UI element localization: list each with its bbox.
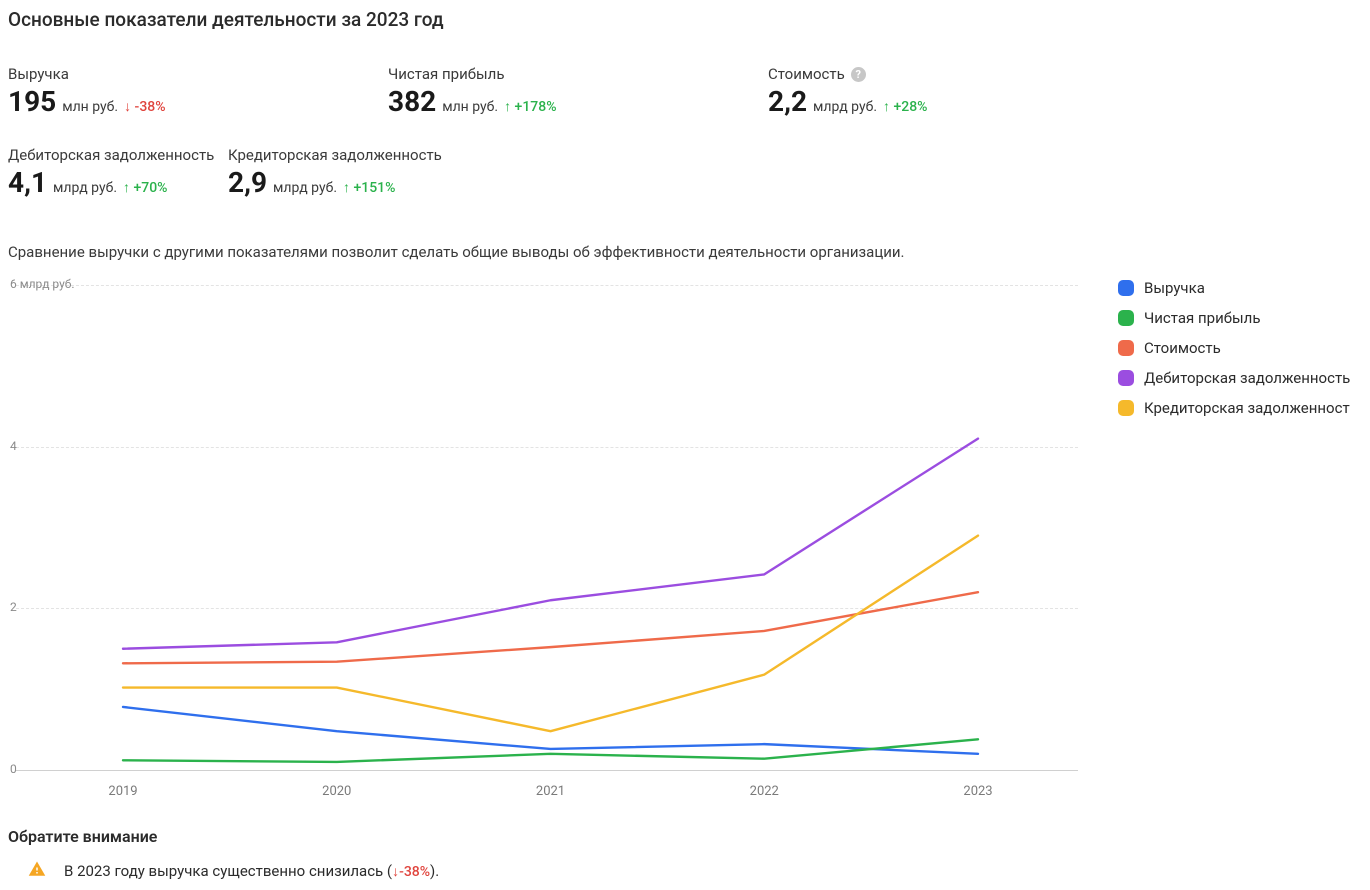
page-title: Основные показатели деятельности за 2023…	[8, 8, 1362, 31]
series-line	[123, 592, 978, 663]
kpi-label: Стоимость?	[768, 65, 1148, 83]
kpi-card: Выручка 195 млн руб. ↓ -38%	[8, 65, 388, 118]
chart-svg	[8, 275, 1078, 805]
attention-text: В 2023 году выручка существенно снизилас…	[64, 862, 439, 880]
kpi-label: Кредиторская задолженность	[228, 146, 608, 164]
kpi-card: Дебиторская задолженность 4,1 млрд руб. ↑ +…	[8, 146, 228, 199]
kpi-card: Кредиторская задолженность 2,9 млрд руб. ↑ …	[228, 146, 608, 199]
kpi-delta: ↑ +70%	[123, 179, 167, 196]
attention-item: В 2023 году выручка существенно снизилас…	[8, 860, 1362, 882]
kpi-label: Дебиторская задолженность	[8, 146, 228, 164]
kpi-value: 2,9	[228, 166, 267, 199]
legend-item[interactable]: Стоимость	[1118, 339, 1350, 357]
kpi-value: 4,1	[8, 166, 47, 199]
chart-section: 0246 млрд руб.20192020202120222023 Выруч…	[8, 275, 1362, 805]
legend-item[interactable]: Дебиторская задолженность	[1118, 369, 1350, 387]
legend-label: Чистая прибыль	[1144, 309, 1260, 327]
legend-label: Выручка	[1144, 279, 1205, 297]
kpi-grid: Выручка 195 млн руб. ↓ -38% Чистая прибыль 38…	[8, 65, 1362, 227]
line-chart: 0246 млрд руб.20192020202120222023	[8, 275, 1078, 805]
legend-label: Стоимость	[1144, 339, 1221, 357]
chart-legend: Выручка Чистая прибыль Стоимость Дебиторска…	[1118, 275, 1350, 805]
attention-heading: Обратите внимание	[8, 827, 1362, 846]
legend-swatch	[1118, 280, 1134, 296]
warning-icon	[28, 860, 46, 882]
kpi-unit: млрд руб.	[53, 180, 117, 196]
kpi-unit: млрд руб.	[273, 180, 337, 196]
description-text: Сравнение выручки с другими показателями…	[8, 243, 1362, 261]
series-line	[123, 536, 978, 732]
kpi-value: 2,2	[768, 85, 807, 118]
legend-item[interactable]: Выручка	[1118, 279, 1350, 297]
kpi-unit: млн руб.	[62, 99, 118, 115]
legend-swatch	[1118, 310, 1134, 326]
series-line	[123, 439, 978, 649]
series-line	[123, 739, 978, 762]
legend-label: Кредиторская задолженност	[1144, 399, 1350, 417]
legend-item[interactable]: Кредиторская задолженност	[1118, 399, 1350, 417]
kpi-delta: ↑ +151%	[343, 179, 395, 196]
kpi-value: 195	[8, 85, 56, 118]
kpi-card: Чистая прибыль 382 млн руб. ↑ +178%	[388, 65, 768, 118]
kpi-delta: ↓ -38%	[124, 98, 165, 115]
kpi-unit: млрд руб.	[813, 99, 877, 115]
kpi-unit: млн руб.	[442, 99, 498, 115]
legend-swatch	[1118, 370, 1134, 386]
kpi-label: Выручка	[8, 65, 388, 83]
kpi-delta: ↑ +28%	[883, 98, 927, 115]
kpi-delta: ↑ +178%	[504, 98, 556, 115]
legend-swatch	[1118, 400, 1134, 416]
kpi-card: Стоимость? 2,2 млрд руб. ↑ +28%	[768, 65, 1148, 118]
legend-swatch	[1118, 340, 1134, 356]
legend-item[interactable]: Чистая прибыль	[1118, 309, 1350, 327]
legend-label: Дебиторская задолженность	[1144, 369, 1350, 387]
kpi-label: Чистая прибыль	[388, 65, 768, 83]
info-icon[interactable]: ?	[851, 67, 866, 82]
kpi-value: 382	[388, 85, 436, 118]
